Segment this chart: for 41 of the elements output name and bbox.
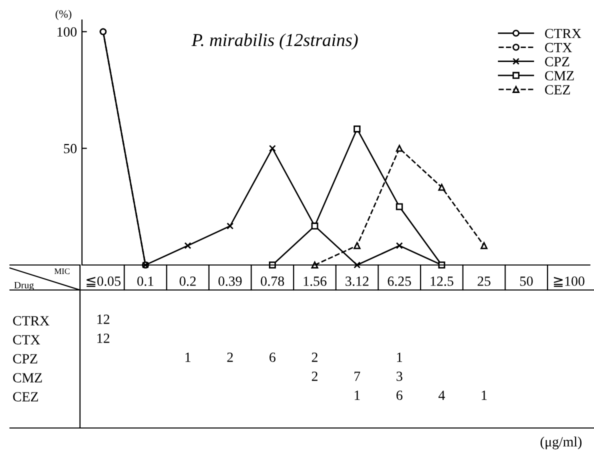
data-label: 2 [312,372,318,381]
y-tick-label: CPZ [13,354,38,364]
data-label: 3 [396,372,402,381]
x-tick-label: 0.2 [180,276,196,286]
legend-label: CEZ [545,85,570,94]
x-tick-label: 6.25 [388,276,411,286]
y-tick-label: 100 [58,27,77,37]
y-tick-label: CMZ [13,373,42,382]
x-tick-label: 12.5 [430,276,454,286]
x-tick-label: 25 [478,276,490,286]
data-label: 12 [97,314,110,324]
data-label: 2 [227,352,233,362]
y-tick-label: CTX [13,335,40,344]
text: MIC [54,268,70,274]
legend-label: CTX [545,42,572,52]
y-tick-label: CEZ [13,392,38,402]
data-label: 1 [354,390,360,400]
x-tick-label: 3.12 [346,276,368,286]
legend-label: CPZ [545,56,570,66]
data-label: 6 [270,352,276,362]
x-tick-label: ≧100 [554,276,584,287]
data-label: 1 [482,390,487,400]
data-label: 4 [438,390,445,400]
x-tick-label: ≦0.05 [86,276,121,287]
data-label: 6 [396,390,402,400]
y-axis-title: (%) [56,10,72,20]
data-label: 2 [312,352,318,362]
text: (μg/ml) [540,436,582,450]
y-tick-label: CTRX [13,316,50,326]
x-tick-label: 1.56 [304,276,326,286]
data-label: 1 [397,352,402,362]
legend-label: CTRX [545,28,582,38]
x-tick-label: 0.78 [260,276,284,286]
x-tick-label: 50 [520,276,533,286]
text: P. mirabilis (12strains) [192,33,358,50]
x-tick-label: 0.1 [137,276,154,286]
legend-label: CMZ [545,71,574,80]
data-label: 1 [186,352,190,362]
data-label: 12 [97,334,110,343]
x-tick-label: 0.39 [218,276,242,286]
data-label: 7 [354,372,360,381]
